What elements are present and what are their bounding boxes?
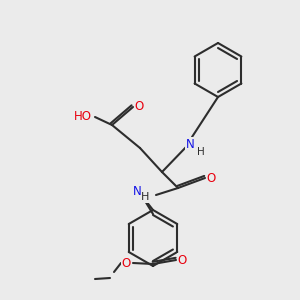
Text: H: H (141, 192, 149, 202)
Text: O: O (206, 172, 216, 185)
Text: HO: HO (74, 110, 92, 123)
Text: H: H (197, 147, 205, 157)
Text: N: N (133, 185, 141, 198)
Text: N: N (186, 138, 194, 151)
Text: O: O (122, 257, 130, 270)
Text: O: O (134, 100, 144, 113)
Text: O: O (177, 254, 187, 267)
